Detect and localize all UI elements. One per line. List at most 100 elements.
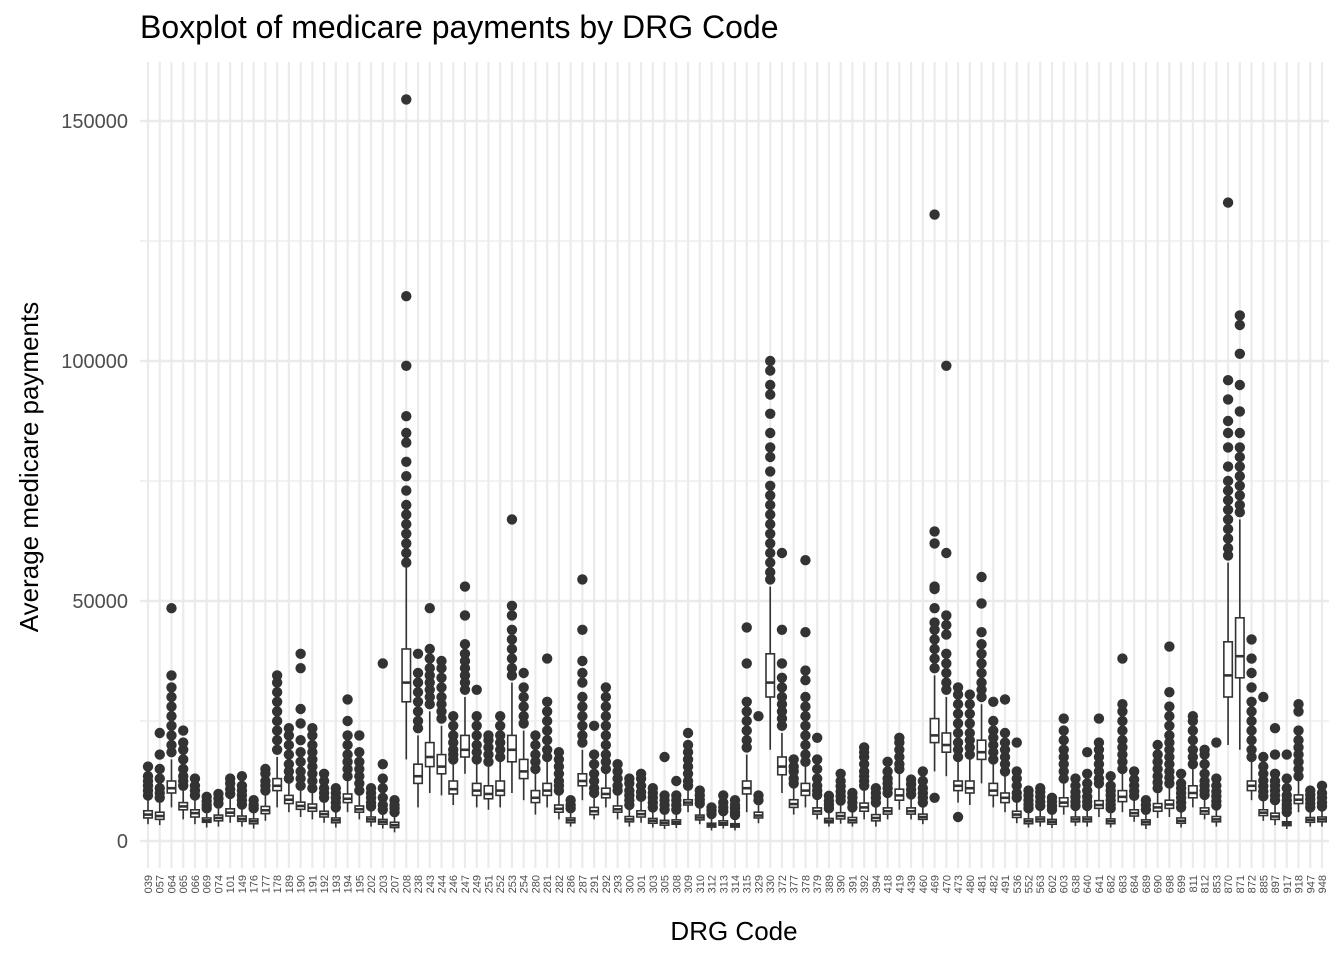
box-192 <box>318 768 330 823</box>
box-305 <box>659 751 670 829</box>
outlier-point <box>1246 706 1257 717</box>
outlier-point <box>976 571 987 583</box>
outlier-point <box>401 427 412 439</box>
outlier-point <box>412 648 424 659</box>
outlier-point <box>154 783 165 794</box>
box-202 <box>365 783 377 827</box>
box-series <box>142 94 1328 833</box>
x-tick-label: 243 <box>425 875 437 893</box>
outlier-point <box>166 701 177 712</box>
outlier-point <box>682 747 694 758</box>
outlier-point <box>600 701 612 712</box>
outlier-point <box>952 699 964 710</box>
box-480 <box>964 689 975 805</box>
x-tick-label: 203 <box>378 875 390 893</box>
x-tick-label: 690 <box>1153 875 1165 893</box>
outlier-point <box>401 291 412 302</box>
outlier-point <box>588 720 600 731</box>
outlier-point <box>858 766 870 777</box>
outlier-point <box>1164 751 1175 763</box>
outlier-point <box>541 751 553 763</box>
x-tick-label: 281 <box>542 875 554 893</box>
outlier-point <box>1023 785 1034 796</box>
outlier-point <box>976 648 987 659</box>
x-tick-label: 286 <box>566 875 578 893</box>
x-tick-label: 811 <box>1188 875 1200 893</box>
outlier-point <box>495 711 506 722</box>
outlier-point <box>1222 495 1234 506</box>
outlier-point <box>295 718 306 729</box>
box-918 <box>1293 699 1304 813</box>
outlier-point <box>389 795 400 806</box>
outlier-point <box>929 538 940 549</box>
outlier-point <box>800 720 811 731</box>
outlier-point <box>342 756 353 767</box>
outlier-point <box>459 677 471 688</box>
outlier-point <box>1164 641 1175 652</box>
outlier-point <box>401 437 412 448</box>
outlier-point <box>1234 427 1246 439</box>
outlier-point <box>506 653 518 664</box>
x-tick-label: 194 <box>343 875 355 893</box>
x-tick-label: 195 <box>354 875 366 893</box>
outlier-point <box>541 725 553 736</box>
x-tick-label: 947 <box>1305 875 1317 893</box>
outlier-point <box>964 749 975 760</box>
outlier-point <box>577 711 588 722</box>
outlier-point <box>271 744 283 755</box>
x-tick-label: 315 <box>742 875 754 893</box>
x-tick-label: 101 <box>225 875 237 893</box>
outlier-point <box>1093 773 1105 784</box>
outlier-point <box>295 703 306 715</box>
outlier-point <box>271 687 283 698</box>
outlier-point <box>530 763 541 775</box>
outlier-point <box>342 730 353 741</box>
box-177 <box>260 763 271 821</box>
outlier-point <box>765 567 776 578</box>
outlier-point <box>307 761 318 772</box>
outlier-point <box>1093 744 1105 755</box>
outlier-point <box>600 682 612 693</box>
outlier-point <box>1082 785 1093 796</box>
x-tick-label: 300 <box>624 875 636 893</box>
outlier-point <box>682 761 694 772</box>
box-389 <box>823 790 835 827</box>
outlier-point <box>483 756 494 767</box>
outlier-point <box>1117 653 1128 664</box>
box-699 <box>1175 768 1187 828</box>
x-tick-label: 379 <box>812 875 824 893</box>
outlier-point <box>1117 725 1128 736</box>
outlier-point <box>1258 768 1269 779</box>
outlier-point <box>1258 691 1269 703</box>
x-tick-label: 208 <box>401 875 413 893</box>
outlier-point <box>541 735 553 746</box>
outlier-point <box>600 739 612 751</box>
outlier-point <box>553 754 565 765</box>
outlier-point <box>318 768 330 779</box>
outlier-point <box>1187 725 1199 736</box>
outlier-point <box>436 691 447 703</box>
outlier-point <box>882 773 893 784</box>
outlier-point <box>1293 699 1304 710</box>
outlier-point <box>1199 775 1210 787</box>
outlier-point <box>765 389 776 400</box>
outlier-point <box>1117 763 1128 775</box>
box-469 <box>929 209 940 803</box>
outlier-point <box>1058 735 1069 746</box>
outlier-point <box>776 713 788 724</box>
outlier-point <box>248 795 259 806</box>
outlier-point <box>577 655 588 667</box>
box-iqr <box>929 717 940 744</box>
outlier-point <box>1234 461 1246 472</box>
outlier-point <box>976 658 987 669</box>
x-tick-label: 065 <box>178 875 190 893</box>
outlier-point <box>506 600 518 611</box>
outlier-point <box>905 774 917 785</box>
box-418 <box>882 756 893 820</box>
outlier-point <box>459 639 471 650</box>
box-683 <box>1117 653 1128 813</box>
chart-title: Boxplot of medicare payments by DRG Code <box>140 9 779 45</box>
outlier-point <box>976 677 987 688</box>
box-191 <box>307 723 318 820</box>
